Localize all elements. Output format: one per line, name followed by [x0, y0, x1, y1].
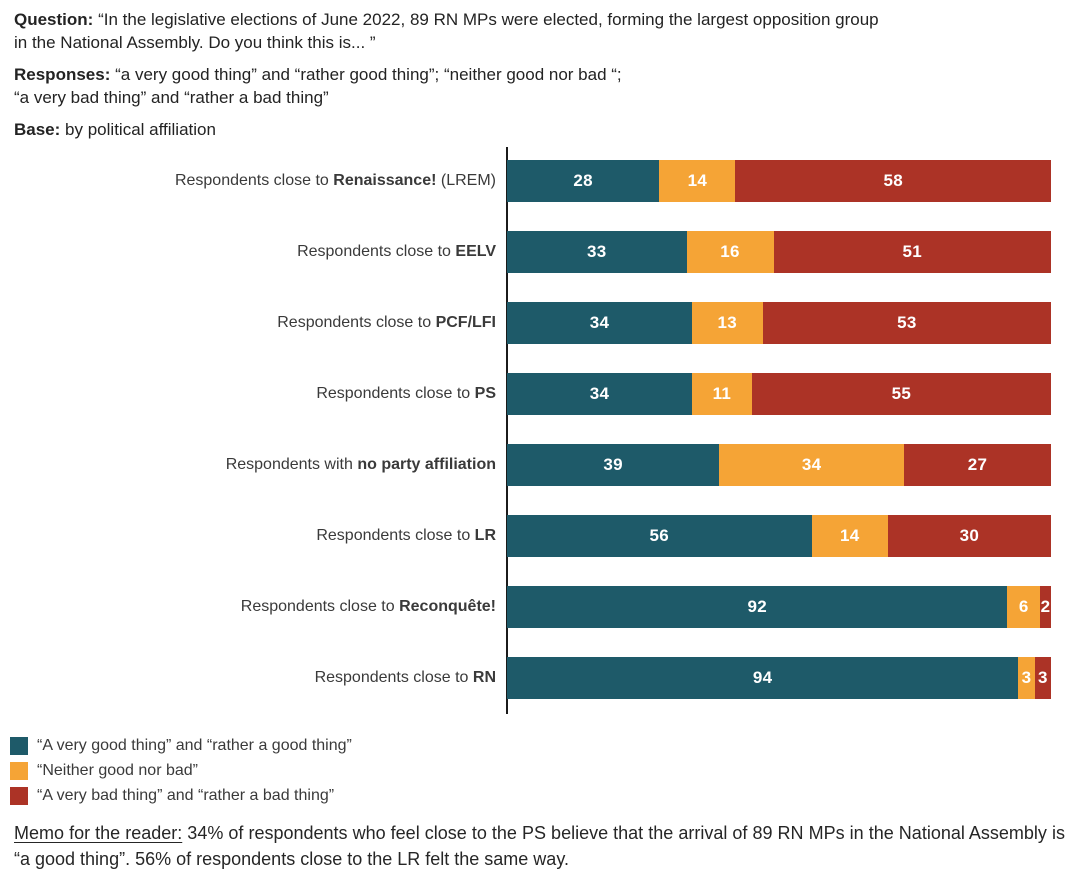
bar-segment-neutral: 14 — [811, 515, 888, 557]
bar-segment-bad: 3 — [1034, 657, 1051, 699]
bar-segment-neutral: 34 — [719, 444, 905, 486]
category-label: Respondents close to PCF/LFI — [277, 314, 496, 331]
responses-label: Responses: — [14, 65, 111, 84]
bar-segment-good: 94 — [507, 657, 1019, 699]
segment-value: 2 — [1040, 597, 1051, 616]
base-label: Base: — [14, 120, 61, 139]
chart-row: Respondents with no party affiliation 39 3… — [0, 444, 1061, 486]
chart-row: Respondents close to Reconquête! 92 6 2 — [0, 586, 1061, 628]
chart-row: Respondents close to LR 56 14 30 — [0, 515, 1061, 557]
responses-line: Responses: “a very good thing” and “rath… — [14, 63, 1065, 109]
chart-row: Respondents close to PCF/LFI 34 13 53 — [0, 302, 1061, 344]
bar-area: 94 3 3 — [507, 657, 1051, 699]
bar-segment-bad: 55 — [751, 373, 1051, 415]
bar-area: 56 14 30 — [507, 515, 1051, 557]
chart-row: Respondents close to Renaissance! (LREM)… — [0, 160, 1061, 202]
segment-value: 30 — [959, 526, 980, 545]
bar-segment-bad: 58 — [735, 160, 1051, 202]
segment-value: 28 — [573, 171, 593, 190]
legend-swatch-neutral — [10, 762, 28, 780]
legend-swatch-good — [10, 737, 28, 755]
memo: Memo for the reader: 34% of respondents … — [14, 820, 1065, 872]
legend-label: “Neither good nor bad” — [37, 762, 198, 779]
bar-area: 34 11 55 — [507, 373, 1051, 415]
segment-value: 55 — [891, 384, 912, 403]
base-line: Base: by political affiliation — [14, 118, 1065, 141]
segment-value: 94 — [752, 668, 773, 687]
bar-area: 92 6 2 — [507, 586, 1051, 628]
segment-value: 58 — [883, 171, 903, 190]
bar-segment-neutral: 14 — [659, 160, 736, 202]
segment-value: 33 — [587, 242, 607, 261]
category-label: Respondents close to LR — [316, 527, 496, 544]
category-label: Respondents close to Renaissance! (LREM) — [174, 172, 496, 189]
bar-segment-good: 33 — [507, 231, 687, 273]
segment-value: 13 — [717, 313, 738, 332]
question-label: Question: — [14, 10, 94, 29]
segment-value: 11 — [712, 384, 732, 403]
category-label: Respondents close to PS — [316, 385, 496, 402]
memo-text: 34% of respondents who feel close to the… — [14, 823, 1065, 869]
legend: “A very good thing” and “rather a good t… — [10, 737, 352, 812]
stacked-bar-chart: Respondents close to Renaissance! (LREM)… — [0, 160, 1061, 728]
chart-row: Respondents close to PS 34 11 55 — [0, 373, 1061, 415]
segment-value: 34 — [589, 313, 610, 332]
legend-label: “A very bad thing” and “rather a bad thi… — [37, 787, 335, 804]
segment-value: 53 — [897, 313, 917, 332]
category-label: Respondents close to EELV — [297, 243, 496, 260]
legend-item-bad: “A very bad thing” and “rather a bad thi… — [10, 787, 352, 805]
bar-segment-bad: 27 — [904, 444, 1051, 486]
memo-label: Memo for the reader: — [14, 823, 183, 843]
segment-value: 3 — [1021, 668, 1032, 687]
bar-segment-neutral: 3 — [1018, 657, 1035, 699]
bar-area: 39 34 27 — [507, 444, 1051, 486]
bar-segment-good: 34 — [507, 373, 692, 415]
segment-value: 16 — [720, 242, 740, 261]
segment-value: 34 — [589, 384, 610, 403]
bar-segment-bad: 30 — [887, 515, 1051, 557]
segment-value: 14 — [839, 526, 860, 545]
question-text: “In the legislative elections of June 20… — [14, 10, 879, 52]
bar-area: 34 13 53 — [507, 302, 1051, 344]
bar-segment-good: 92 — [507, 586, 1008, 628]
chart-row: Respondents close to EELV 33 16 51 — [0, 231, 1061, 273]
category-label: Respondents with no party affiliation — [225, 456, 496, 473]
header: Question: “In the legislative elections … — [14, 8, 1065, 150]
bar-area: 33 16 51 — [507, 231, 1051, 273]
legend-item-neutral: “Neither good nor bad” — [10, 762, 352, 780]
bar-segment-bad: 2 — [1040, 586, 1051, 628]
segment-value: 14 — [687, 171, 708, 190]
segment-value: 56 — [649, 526, 670, 545]
bar-segment-bad: 53 — [762, 302, 1051, 344]
bar-segment-good: 39 — [507, 444, 720, 486]
bar-segment-bad: 51 — [773, 231, 1051, 273]
segment-value: 34 — [801, 455, 822, 474]
bar-segment-neutral: 11 — [691, 373, 752, 415]
legend-label: “A very good thing” and “rather a good t… — [37, 737, 352, 754]
segment-value: 3 — [1037, 668, 1048, 687]
category-label: Respondents close to Reconquête! — [240, 598, 496, 615]
responses-text: “a very good thing” and “rather good thi… — [14, 65, 622, 107]
y-axis-line — [506, 147, 508, 714]
bar-segment-neutral: 16 — [686, 231, 774, 273]
bar-area: 28 14 58 — [507, 160, 1051, 202]
chart-row: Respondents close to RN 94 3 3 — [0, 657, 1061, 699]
segment-value: 51 — [902, 242, 923, 261]
legend-swatch-bad — [10, 787, 28, 805]
base-text: by political affiliation — [65, 120, 216, 139]
bar-segment-good: 28 — [507, 160, 660, 202]
bar-segment-good: 56 — [507, 515, 812, 557]
bar-segment-neutral: 13 — [691, 302, 763, 344]
segment-value: 27 — [967, 455, 988, 474]
bar-segment-good: 34 — [507, 302, 692, 344]
legend-item-good: “A very good thing” and “rather a good t… — [10, 737, 352, 755]
segment-value: 92 — [747, 597, 767, 616]
segment-value: 6 — [1018, 597, 1029, 616]
bar-segment-neutral: 6 — [1007, 586, 1041, 628]
question-line: Question: “In the legislative elections … — [14, 8, 1065, 54]
segment-value: 39 — [603, 455, 623, 474]
category-label: Respondents close to RN — [314, 669, 496, 686]
